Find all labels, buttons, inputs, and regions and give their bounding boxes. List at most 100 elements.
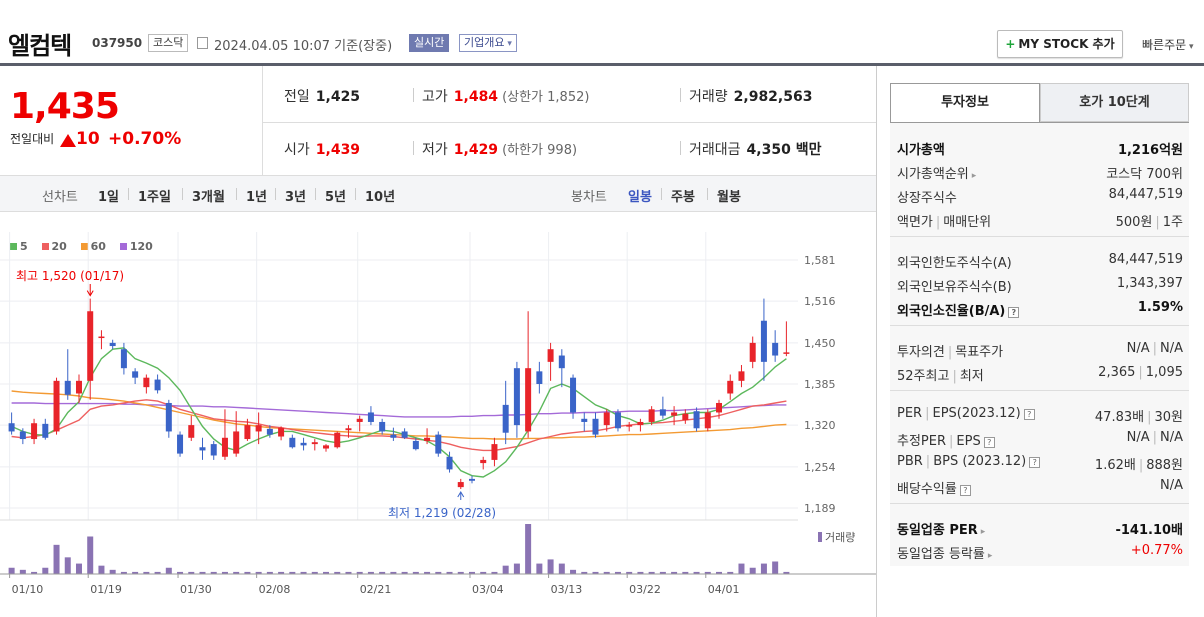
volume-bar bbox=[132, 571, 139, 574]
candle bbox=[323, 445, 330, 449]
plus-icon: + bbox=[1005, 37, 1016, 51]
volume-bar bbox=[547, 559, 554, 574]
company-overview-dropdown[interactable]: 기업개요 ▾ bbox=[459, 34, 517, 52]
help-icon[interactable]: ? bbox=[1008, 307, 1020, 318]
candle bbox=[300, 442, 307, 446]
candle bbox=[278, 427, 285, 437]
volume-bar bbox=[323, 571, 330, 574]
volume-bar bbox=[8, 567, 15, 574]
candle bbox=[255, 425, 262, 432]
volume-bar bbox=[749, 567, 756, 574]
price-change-pct: +0.70% bbox=[108, 129, 182, 149]
y-tick-label: 1,581 bbox=[804, 254, 836, 267]
candle bbox=[289, 437, 296, 448]
compare-label: 전일대비 bbox=[10, 132, 55, 146]
tab-1y[interactable]: 1년 bbox=[246, 190, 268, 205]
current-price: 1,435 bbox=[10, 86, 120, 127]
candle bbox=[266, 428, 273, 435]
tab-order-book[interactable]: 호가 10단계 bbox=[1040, 83, 1189, 122]
volume-bar bbox=[693, 571, 700, 574]
legend-ma5: 5 bbox=[10, 240, 28, 253]
y-tick-label: 1,450 bbox=[804, 337, 836, 350]
tab-weekly[interactable]: 주봉 bbox=[671, 190, 695, 205]
tab-1w[interactable]: 1주일 bbox=[138, 190, 171, 205]
volume-bar bbox=[143, 571, 150, 574]
volume-bar bbox=[536, 563, 543, 574]
candle bbox=[53, 380, 60, 432]
candle bbox=[693, 411, 700, 429]
volume-bar bbox=[468, 571, 475, 574]
tab-10y[interactable]: 10년 bbox=[365, 190, 396, 205]
volume-bar bbox=[165, 567, 172, 574]
calendar-icon bbox=[197, 37, 208, 49]
candle bbox=[558, 355, 565, 369]
market-badge: 코스닥 bbox=[148, 34, 189, 52]
help-icon[interactable]: ? bbox=[983, 437, 995, 448]
candle-chart-label: 봉차트 bbox=[571, 190, 607, 205]
candle bbox=[8, 423, 15, 432]
volume-bar bbox=[457, 571, 464, 574]
volume-bar bbox=[716, 571, 723, 574]
tab-1d[interactable]: 1일 bbox=[98, 190, 120, 205]
help-icon[interactable]: ? bbox=[959, 485, 971, 496]
volume-bar bbox=[233, 571, 240, 574]
quote-datetime: 2024.04.05 10:07 기준(장중) bbox=[214, 39, 393, 54]
volume-bar bbox=[502, 565, 509, 574]
tab-3y[interactable]: 3년 bbox=[285, 190, 307, 205]
candle bbox=[199, 447, 206, 451]
candle bbox=[244, 425, 251, 440]
volume-bar bbox=[199, 571, 206, 574]
volume-bar bbox=[345, 571, 352, 574]
volume-bar bbox=[75, 563, 82, 574]
legend-ma20: 20 bbox=[41, 240, 67, 253]
candle bbox=[592, 418, 599, 435]
quick-order-dropdown[interactable]: 빠른주문 ▾ bbox=[1142, 38, 1194, 52]
volume-bar bbox=[626, 571, 633, 574]
candle bbox=[98, 336, 105, 339]
price-chart[interactable]: 1,581 1,516 1,450 1,385 1,320 1,254 1,189 01/10… bbox=[0, 232, 876, 612]
candle bbox=[480, 459, 487, 464]
help-icon[interactable]: ? bbox=[1023, 409, 1035, 420]
volume-bar bbox=[446, 571, 453, 574]
volume-bar bbox=[727, 571, 734, 574]
candle bbox=[87, 311, 94, 381]
tab-invest-info[interactable]: 투자정보 bbox=[890, 83, 1040, 122]
volume-bar bbox=[109, 569, 116, 574]
help-icon[interactable]: ? bbox=[1029, 457, 1041, 468]
volume-bar bbox=[210, 571, 217, 574]
volume-bar bbox=[53, 544, 60, 574]
add-my-stock-button[interactable]: + MY STOCK 추가 bbox=[997, 30, 1123, 58]
x-tick-label: 01/19 bbox=[90, 583, 122, 596]
realtime-button[interactable]: 실시간 bbox=[409, 34, 450, 52]
volume-bar bbox=[614, 571, 621, 574]
candle bbox=[783, 352, 790, 354]
tab-3m[interactable]: 3개월 bbox=[192, 190, 225, 205]
volume-bar bbox=[311, 571, 318, 574]
volume-bar bbox=[592, 571, 599, 574]
tab-monthly[interactable]: 월봉 bbox=[717, 190, 741, 205]
chevron-down-icon: ▾ bbox=[504, 39, 512, 49]
stock-header: 엘컴텍 037950 코스닥 2024.04.05 10:07 기준(장중) 실… bbox=[0, 0, 1204, 66]
volume-bar bbox=[513, 563, 520, 574]
candle bbox=[603, 412, 610, 426]
candle bbox=[491, 444, 498, 460]
volume-bar bbox=[188, 571, 195, 574]
tab-daily[interactable]: 일봉 bbox=[628, 190, 652, 205]
volume-bar bbox=[356, 571, 363, 574]
candle bbox=[614, 412, 621, 429]
candle bbox=[648, 409, 655, 422]
volume: 거래량 2,982,563 bbox=[689, 89, 813, 105]
volume-bar bbox=[98, 565, 105, 574]
volume-bar bbox=[491, 571, 498, 574]
candle bbox=[468, 478, 475, 481]
volume-bar bbox=[760, 563, 767, 574]
volume-bar bbox=[558, 563, 565, 574]
candle bbox=[143, 377, 150, 388]
candle bbox=[626, 425, 633, 427]
candle bbox=[749, 342, 756, 362]
candle bbox=[435, 434, 442, 454]
volume-bar bbox=[42, 567, 49, 574]
candle bbox=[221, 437, 228, 457]
tab-5y[interactable]: 5년 bbox=[325, 190, 347, 205]
ma20-line bbox=[11, 399, 787, 452]
